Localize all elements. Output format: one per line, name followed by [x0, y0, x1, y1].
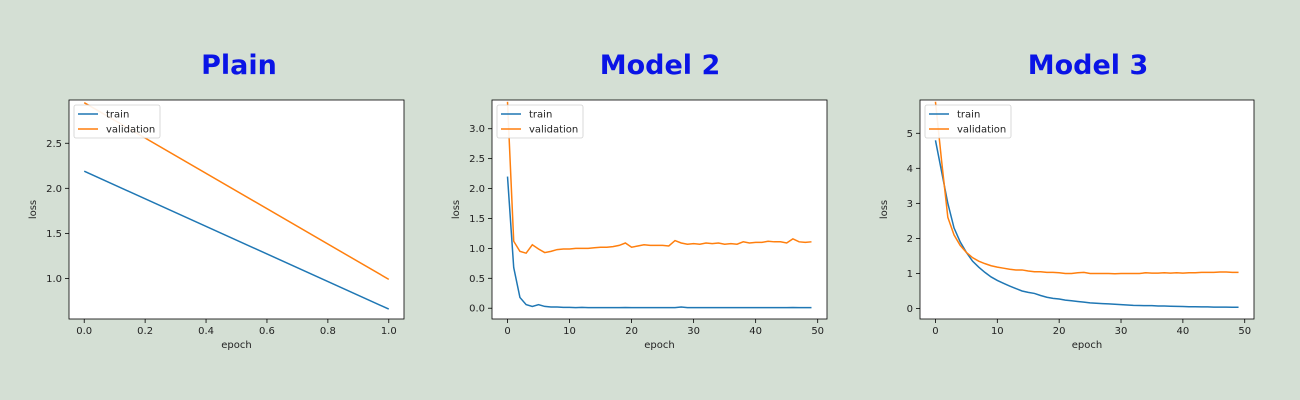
x-tick-label: 0.2	[137, 326, 153, 337]
y-tick-label: 1	[907, 269, 913, 280]
y-tick-label: 0	[907, 304, 913, 315]
y-tick-label: 2.5	[469, 154, 485, 165]
y-tick-label: 2	[907, 234, 913, 245]
x-tick-label: 0	[504, 326, 510, 337]
y-tick-label: 1.0	[46, 274, 62, 285]
y-tick-label: 0.0	[469, 304, 485, 315]
y-tick-label: 3	[907, 199, 913, 210]
plot-frame	[68, 99, 405, 320]
y-tick-label: 4	[907, 164, 913, 175]
legend-label-train: train	[957, 110, 980, 121]
x-axis-label: epoch	[1072, 340, 1102, 351]
series-line-train	[934, 140, 1239, 309]
x-tick-label: 40	[1177, 326, 1190, 337]
plot-frame	[491, 99, 828, 320]
x-tick-label: 0.6	[259, 326, 275, 337]
x-tick-label: 20	[625, 326, 638, 337]
x-tick-label: 0.8	[320, 326, 336, 337]
series-line-validation	[506, 101, 812, 255]
x-tick-label: 0.4	[198, 326, 214, 337]
legend: train validation	[496, 104, 584, 139]
x-tick-label: 40	[749, 326, 762, 337]
plot-frame	[919, 99, 1255, 320]
chart-title-model-3: Model 3	[1027, 50, 1149, 81]
series-line-validation	[934, 101, 1239, 275]
x-tick-label: 30	[1115, 326, 1128, 337]
y-tick-label: 0.5	[469, 274, 485, 285]
y-tick-label: 1.5	[46, 229, 62, 240]
legend: train validation	[73, 104, 161, 139]
x-axis-label: epoch	[644, 340, 674, 351]
legend-label-train: train	[106, 110, 129, 121]
series-line-train	[506, 176, 812, 309]
x-tick-label: 0	[932, 326, 938, 337]
x-tick-label: 50	[1238, 326, 1251, 337]
x-tick-label: 10	[563, 326, 576, 337]
x-tick-label: 10	[991, 326, 1004, 337]
chart-0: 0.0 0.2 0.4 0.6 0.8 1.0 1.0 1.5 2.0 2.5 epoch loss t…	[28, 99, 405, 351]
legend-label-train: train	[529, 110, 552, 121]
y-axis-label: loss	[28, 200, 39, 219]
legend: train validation	[924, 104, 1012, 139]
chart-1: 0 10 20 30 40 50 0.0 0.5 1.0 1.5 2.0 2.5 3.0 epoch los…	[451, 99, 828, 351]
chart-title-plain: Plain	[201, 50, 277, 81]
y-axis-label: loss	[879, 200, 890, 219]
y-tick-label: 1.0	[469, 244, 485, 255]
x-tick-label: 50	[811, 326, 824, 337]
x-tick-label: 0.0	[76, 326, 92, 337]
y-axis-label: loss	[451, 200, 462, 219]
y-tick-label: 2.5	[46, 139, 62, 150]
x-axis-label: epoch	[221, 340, 251, 351]
y-tick-label: 1.5	[469, 214, 485, 225]
y-tick-label: 2.0	[46, 184, 62, 195]
y-tick-label: 3.0	[469, 124, 485, 135]
legend-label-validation: validation	[529, 125, 578, 136]
x-tick-label: 30	[687, 326, 700, 337]
legend-label-validation: validation	[106, 125, 155, 136]
x-tick-label: 1.0	[381, 326, 397, 337]
chart-2: 0 10 20 30 40 50 0 1 2 3 4 5 epoch loss train validatio…	[879, 99, 1255, 351]
y-tick-label: 5	[907, 129, 913, 140]
x-tick-label: 20	[1053, 326, 1066, 337]
y-tick-label: 2.0	[469, 184, 485, 195]
chart-title-model-2: Model 2	[599, 50, 721, 81]
legend-label-validation: validation	[957, 125, 1006, 136]
series-line-train	[83, 170, 390, 310]
